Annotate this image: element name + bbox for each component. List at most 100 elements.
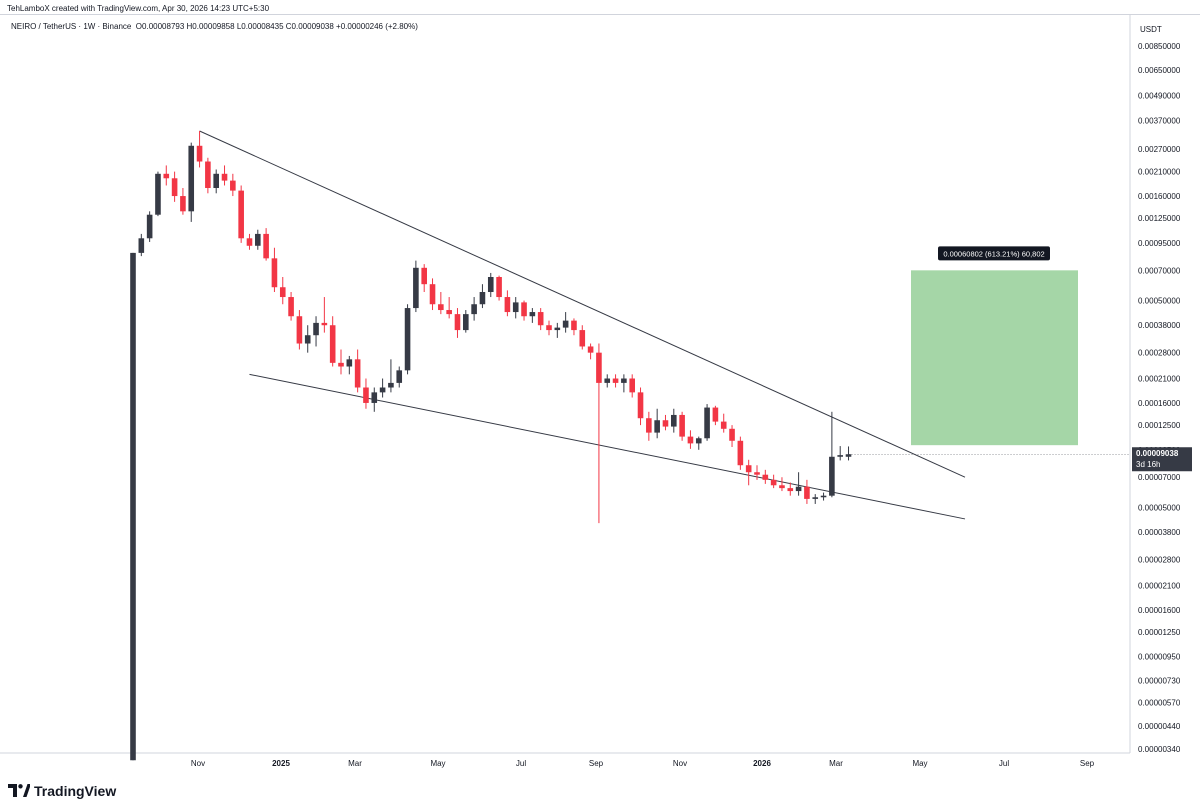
candle-body: [571, 320, 577, 331]
candle-body: [554, 327, 561, 331]
candle-body: [762, 474, 769, 480]
candle-body: [479, 292, 486, 305]
candle-body: [612, 378, 619, 383]
candle-body: [138, 238, 145, 253]
candle-body: [279, 287, 286, 298]
change-value: +0.00000246 (+2.80%): [336, 22, 418, 31]
trendline-upper: [199, 130, 966, 478]
candle-body: [163, 173, 170, 179]
candle-body: [296, 316, 303, 344]
time-tick-label: May: [430, 759, 445, 768]
symbol-line[interactable]: NEIRO / TetherUS · 1W · Binance: [11, 22, 132, 31]
price-tick-label: 0.00370000: [1138, 117, 1181, 126]
chart-credit: TehLamboX created with TradingView.com, …: [7, 4, 270, 13]
time-tick-label: 2025: [272, 759, 290, 768]
candle-body: [146, 214, 153, 239]
candle-body: [537, 312, 544, 326]
candle-body: [820, 495, 827, 498]
candle-body: [171, 178, 178, 197]
symbol-legend: NEIRO / TetherUS · 1W · Binance O0.00008…: [11, 22, 418, 31]
price-tick-label: 0.00000570: [1138, 699, 1181, 708]
candle-body: [804, 486, 810, 499]
candle-body: [587, 346, 594, 353]
trendline-lower: [249, 373, 966, 520]
candle-body: [379, 387, 386, 393]
candle-body: [288, 297, 294, 317]
candle-body: [130, 252, 136, 761]
price-tick-label: 0.00210000: [1138, 168, 1181, 177]
candle-body: [180, 196, 186, 212]
candle-body: [637, 392, 644, 419]
price-tick-label: 0.00021000: [1138, 375, 1181, 384]
target-label: 0.00060802 (613.21%) 60,802: [943, 249, 1044, 258]
candle-body: [671, 414, 677, 427]
candle-body: [271, 258, 278, 288]
price-tick-label: 0.00160000: [1138, 192, 1181, 201]
price-tick-label: 0.00000950: [1138, 653, 1181, 662]
candle-body: [720, 421, 727, 429]
price-tick-label: 0.00012500: [1138, 421, 1181, 430]
time-tick-label: Nov: [191, 759, 205, 768]
candle-body: [687, 436, 694, 444]
candle-body: [404, 308, 411, 371]
candle-body: [238, 190, 244, 239]
price-tick-label: 0.00007000: [1138, 473, 1181, 482]
price-tick-label: 0.00070000: [1138, 266, 1181, 275]
price-tick-label: 0.00016000: [1138, 399, 1181, 408]
candle-body: [621, 378, 627, 383]
candle-body: [321, 322, 328, 326]
candle-body: [712, 407, 719, 422]
candle-body: [413, 267, 419, 309]
tradingview-logo-text: TradingView: [34, 783, 117, 799]
candle-body: [230, 180, 236, 191]
last-price-tag: [1132, 447, 1192, 472]
candle-body: [338, 362, 344, 367]
candle-body: [679, 414, 685, 437]
time-tick-label: 2026: [753, 759, 771, 768]
candle-body: [795, 486, 802, 492]
price-tick-label: 0.00850000: [1138, 42, 1181, 51]
candle-body: [729, 428, 735, 441]
candle-body: [579, 330, 586, 347]
target-zone: [911, 270, 1078, 446]
time-tick-label: May: [912, 759, 927, 768]
chart-area[interactable]: USDT 0.00850000 0.00650000 0.00490000 0.0037…: [0, 14, 1200, 773]
open-value: O0.00008793: [135, 22, 185, 31]
price-tick-label: 0.00125000: [1138, 214, 1181, 223]
candle-body: [263, 233, 269, 259]
candle-body: [396, 370, 403, 383]
tradingview-footer[interactable]: TradingView: [8, 779, 116, 803]
price-tick-label: 0.00001600: [1138, 606, 1181, 615]
price-tick-label: 0.00003800: [1138, 528, 1181, 537]
high-value: H0.00009858: [186, 22, 235, 31]
candle-body: [346, 359, 353, 367]
price-tick-label: 0.00038000: [1138, 321, 1181, 330]
candle-body: [529, 312, 536, 317]
price-tick-label: 0.00002100: [1138, 581, 1181, 590]
time-tick-label: Jul: [999, 759, 1009, 768]
candle-body: [737, 440, 744, 466]
target-label-box: [938, 246, 1050, 261]
candle-body: [429, 284, 436, 305]
time-tick-label: Mar: [829, 759, 843, 768]
candle-body: [745, 465, 752, 473]
candle-body: [695, 438, 702, 444]
candle-body: [546, 325, 552, 331]
candle-body: [704, 407, 710, 439]
candle-body: [313, 322, 319, 336]
time-tick-label: Sep: [1080, 759, 1095, 768]
price-axis-unit: USDT: [1140, 25, 1162, 34]
time-tick-label: Jul: [516, 759, 526, 768]
low-value: L0.00008435: [236, 22, 284, 31]
candle-body: [604, 378, 611, 383]
candle-body: [779, 485, 785, 489]
candle-body: [829, 456, 835, 496]
candle-body: [188, 145, 195, 212]
time-tick-label: Sep: [589, 759, 604, 768]
candle-body: [446, 310, 452, 315]
candlestick-chart[interactable]: USDT 0.00850000 0.00650000 0.00490000 0.0037…: [0, 15, 1200, 773]
close-value: C0.00009038: [285, 22, 334, 31]
price-tick-label: 0.00005000: [1138, 503, 1181, 512]
candle-body: [221, 173, 228, 181]
candle-body: [196, 145, 203, 162]
